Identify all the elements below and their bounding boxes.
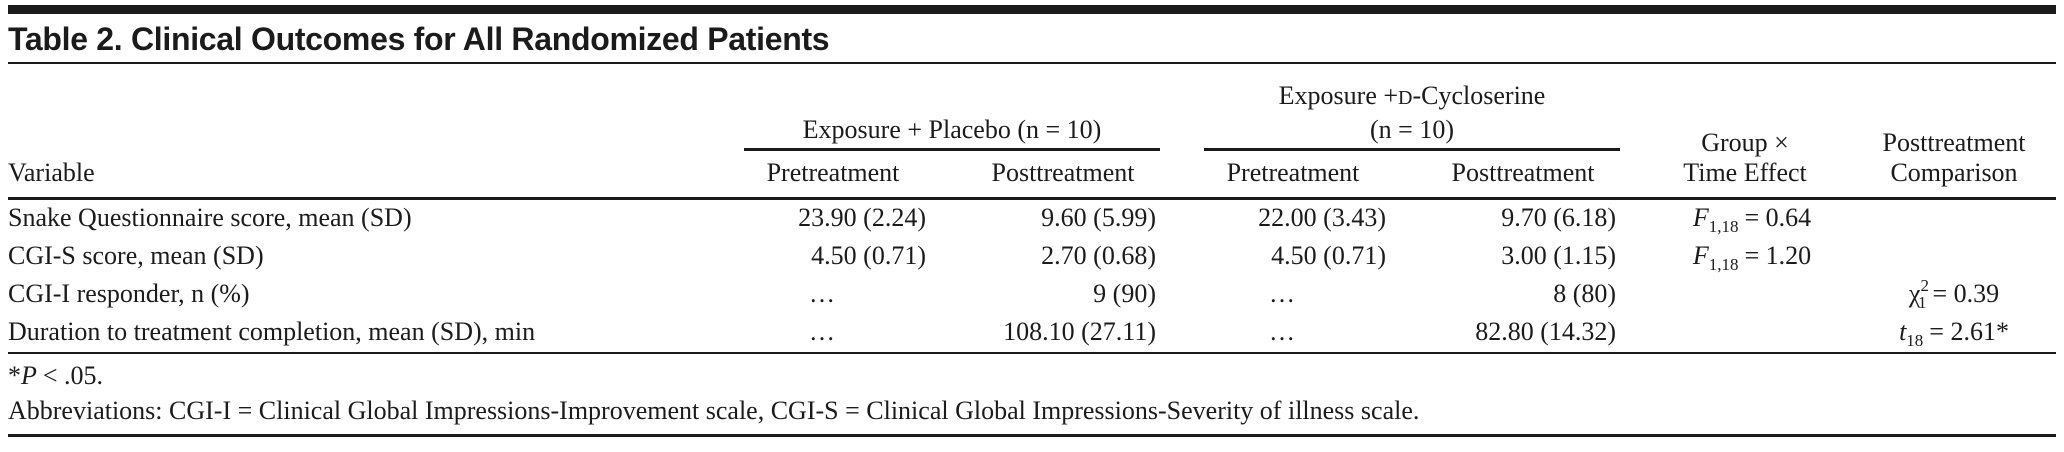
dcs-posttreatment-cell: 82.80 (14.32) <box>1475 317 1617 346</box>
stat-subscript: 1,18 <box>1708 255 1739 274</box>
stat-value: = 0.39 <box>1932 279 2000 308</box>
stat-value: = 2.61* <box>1929 317 2009 346</box>
group-time-effect-cell: F1,18 = 1.20 <box>1638 238 1852 276</box>
stat-subscript: 1 <box>1917 293 1927 312</box>
dcs-pretreatment-cell: 4.50 (0.71) <box>1271 241 1386 270</box>
stat-symbol: χ <box>1908 279 1921 308</box>
ep-pretreatment-cell: … <box>809 279 835 308</box>
table-row-duration: Duration to treatment completion, mean (… <box>8 314 2056 352</box>
posttreatment-comparison-cell <box>1852 238 2056 276</box>
footnote-significance: *P < .05. <box>8 358 2054 393</box>
column-header-variable: Variable <box>8 64 718 200</box>
group-time-line1: Group × <box>1701 128 1789 157</box>
stat-value: = 0.64 <box>1744 203 1812 232</box>
column-group-exposure-placebo: Exposure + Placebo (n = 10) <box>718 64 1178 151</box>
posttreat-comp-line2: Comparison <box>1890 158 2018 187</box>
dcs-pretreatment-cell: 22.00 (3.43) <box>1258 203 1386 232</box>
group-time-effect-cell <box>1638 314 1852 352</box>
clinical-outcomes-table: Variable Exposure + Placebo (n = 10) Exp… <box>8 64 2057 353</box>
posttreatment-comparison-cell <box>1852 199 2056 239</box>
ep-posttreatment-cell: 2.70 (0.68) <box>1041 241 1156 270</box>
dcs-pretreatment-cell: … <box>1269 279 1295 308</box>
header-row-groups: Variable Exposure + Placebo (n = 10) Exp… <box>8 64 2057 200</box>
group-label-dcycloserine: Exposure +D-Cycloserine (n = 10) <box>1204 80 1621 151</box>
header-row-subcolumns: Pretreatment Posttreatment Pretreatment … <box>8 151 2056 200</box>
subheader-posttreatment-placebo: Posttreatment <box>948 151 1178 200</box>
ep-posttreatment-cell: 9.60 (5.99) <box>1041 203 1156 232</box>
group-time-line2: Time Effect <box>1683 158 1807 187</box>
subheader-pretreatment-dcycloserine: Pretreatment <box>1178 151 1408 200</box>
subheader-pretreatment-placebo: Pretreatment <box>718 151 948 200</box>
footnote-abbreviations: Abbreviations: CGI-I = Clinical Global I… <box>8 396 1420 425</box>
paper-table-figure: Table 2. Clinical Outcomes for All Rando… <box>0 5 2064 452</box>
dcs-pretreatment-cell: … <box>1269 317 1295 346</box>
footnotes-section: *P < .05. Abbreviations: CGI-I = Clinical… <box>8 352 2056 437</box>
posttreatment-comparison-cell: t18 = 2.61* <box>1852 314 2056 352</box>
group-label-dcs-suffix: -Cycloserine <box>1412 81 1546 110</box>
stat-symbol: F <box>1692 203 1709 232</box>
stat-symbol: F <box>1692 241 1709 270</box>
group-label-dcs-smallcap-d: D <box>1398 87 1413 109</box>
table-body: Snake Questionnaire score, mean (SD) 23.… <box>8 199 2056 353</box>
variable-cell: Duration to treatment completion, mean (… <box>8 317 536 346</box>
ep-pretreatment-cell: 23.90 (2.24) <box>798 203 926 232</box>
stat-subscript: 1,18 <box>1708 217 1739 236</box>
group-label-dcycloserine-line1: Exposure +D-Cycloserine <box>1204 80 1620 114</box>
top-rule <box>8 5 2056 14</box>
column-header-group-time-effect: Group × Time Effect <box>1638 64 1853 200</box>
group-time-effect-cell: F1,18 = 0.64 <box>1638 199 1852 239</box>
significance-symbol: P <box>21 361 37 390</box>
significance-marker: * <box>8 361 21 390</box>
stat-symbol: t <box>1899 317 1907 346</box>
column-group-exposure-dcycloserine: Exposure +D-Cycloserine (n = 10) <box>1178 64 1638 151</box>
group-time-effect-cell <box>1638 276 1852 314</box>
ep-posttreatment-cell: 108.10 (27.11) <box>1003 317 1156 346</box>
variable-cell: Snake Questionnaire score, mean (SD) <box>8 203 412 232</box>
table-title: Table 2. Clinical Outcomes for All Rando… <box>8 14 2056 64</box>
significance-text: < .05. <box>42 361 104 390</box>
subheader-posttreatment-dcycloserine: Posttreatment <box>1408 151 1639 200</box>
ep-pretreatment-cell: … <box>809 317 835 346</box>
table-row-cgi-s: CGI-S score, mean (SD) 4.50 (0.71) 2.70 … <box>8 238 2056 276</box>
dcs-posttreatment-cell: 8 (80) <box>1553 279 1617 308</box>
group-label-dcs-prefix: Exposure + <box>1278 81 1399 110</box>
dcs-posttreatment-cell: 9.70 (6.18) <box>1501 203 1617 232</box>
group-label-dcycloserine-line2: (n = 10) <box>1370 115 1454 144</box>
group-label-placebo: Exposure + Placebo (n = 10) <box>744 114 1160 151</box>
stat-subscript: 18 <box>1906 331 1924 350</box>
column-header-posttreatment-comparison: Posttreatment Comparison <box>1852 64 2057 200</box>
group-label-placebo-line1: Exposure + Placebo (n = 10) <box>802 115 1102 144</box>
table-header: Variable Exposure + Placebo (n = 10) Exp… <box>8 64 2057 200</box>
table-row-cgi-i: CGI-I responder, n (%) … 9 (90) … 8 (80)… <box>8 276 2056 314</box>
dcs-posttreatment-cell: 3.00 (1.15) <box>1501 241 1617 270</box>
variable-cell: CGI-I responder, n (%) <box>8 279 250 308</box>
ep-posttreatment-cell: 9 (90) <box>1093 279 1156 308</box>
stat-superscript: 2 <box>1920 276 1929 295</box>
variable-cell: CGI-S score, mean (SD) <box>8 241 264 270</box>
posttreat-comp-line1: Posttreatment <box>1882 128 2026 157</box>
ep-pretreatment-cell: 4.50 (0.71) <box>811 241 926 270</box>
table-row-snake-questionnaire: Snake Questionnaire score, mean (SD) 23.… <box>8 199 2056 239</box>
posttreatment-comparison-cell: χ21 = 0.39 <box>1852 276 2056 314</box>
stat-value: = 1.20 <box>1744 241 1812 270</box>
